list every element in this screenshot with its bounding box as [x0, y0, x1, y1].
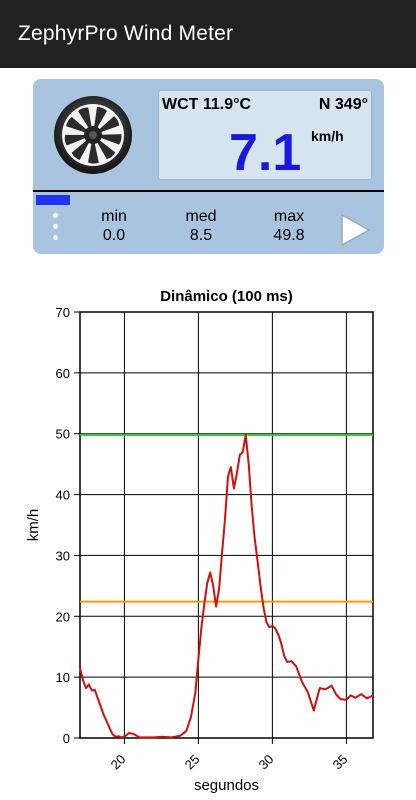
- app-title: ZephyrPro Wind Meter: [18, 22, 234, 45]
- stat-max: max 49.8: [254, 208, 324, 245]
- fan-icon: [54, 96, 132, 174]
- y-tick-label: 0: [63, 731, 70, 746]
- series-line: [79, 433, 374, 739]
- y-tick-label: 30: [56, 548, 70, 563]
- x-tick-label: 30: [256, 752, 277, 773]
- y-axis-label: km/h: [25, 509, 42, 542]
- wind-chart: Dinâmico (100 ms) 0 10 20 30 40 50 60 70 20 25 30 35…: [25, 288, 374, 794]
- x-axis-label: segundos: [194, 777, 259, 794]
- stat-max-label: max: [273, 208, 305, 225]
- speed-unit: km/h: [311, 128, 344, 144]
- wind-chill-temp: WCT 11.9°C: [162, 96, 252, 113]
- y-tick-label: 70: [56, 305, 70, 320]
- readout-display: WCT 11.9°C N 349° 7.1 km/h: [158, 90, 372, 180]
- more-vert-icon[interactable]: [49, 213, 61, 243]
- y-tick-label: 40: [56, 488, 70, 503]
- stat-med: med 8.5: [166, 208, 236, 245]
- stat-med-label: med: [185, 208, 217, 225]
- fan-blade: [88, 135, 99, 164]
- plot-frame: [79, 311, 374, 739]
- level-indicator: [36, 195, 70, 205]
- y-tick-label: 60: [56, 366, 70, 381]
- divider: [33, 190, 384, 192]
- app-bar: ZephyrPro Wind Meter: [0, 0, 416, 68]
- y-tick-label: 10: [56, 670, 70, 685]
- x-tick-label: 20: [108, 752, 129, 773]
- stat-med-value: 8.5: [189, 227, 213, 244]
- stat-min: min 0.0: [79, 208, 149, 245]
- x-tick-label: 25: [182, 752, 203, 773]
- y-tick-label: 50: [56, 427, 70, 442]
- meter-panel: WCT 11.9°C N 349° 7.1 km/h min 0.0 med 8…: [33, 79, 384, 254]
- stat-min-value: 0.0: [102, 227, 126, 244]
- wind-direction: N 349°: [318, 96, 368, 113]
- chart-title: Dinâmico (100 ms): [160, 288, 293, 305]
- x-tick-label: 35: [330, 752, 351, 773]
- wind-speed: 7.1: [229, 124, 302, 182]
- y-tick-label: 20: [56, 609, 70, 624]
- stat-max-value: 49.8: [273, 227, 305, 244]
- stat-min-label: min: [101, 208, 127, 225]
- play-icon[interactable]: [339, 213, 371, 247]
